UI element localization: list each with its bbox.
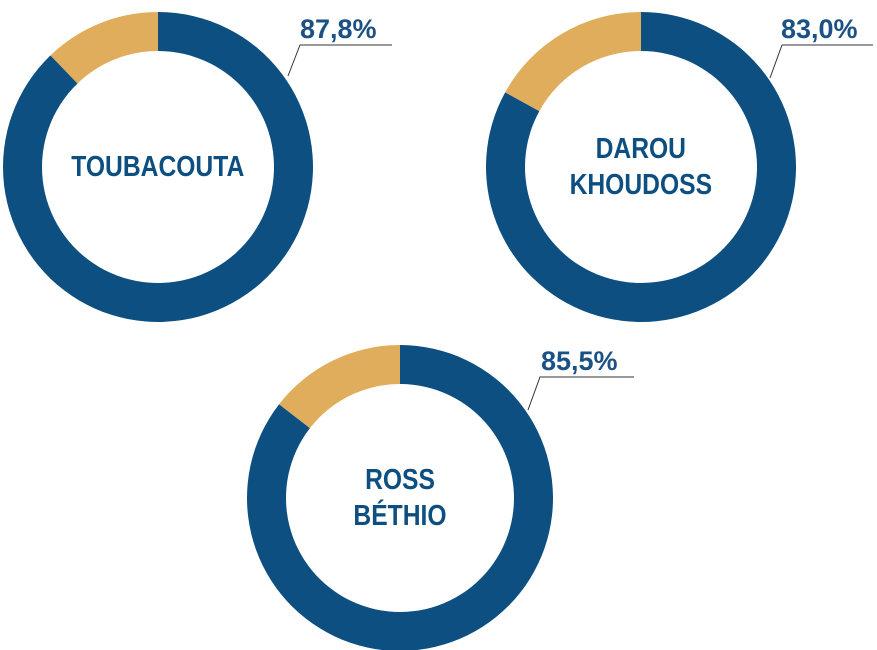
donut-segment bbox=[50, 11, 159, 84]
center-label-box: ROSS BÉTHIO bbox=[325, 418, 475, 578]
center-label: DAROU KHOUDOSS bbox=[569, 133, 713, 201]
value-label: 83,0% bbox=[781, 14, 858, 44]
leader-line bbox=[527, 376, 634, 411]
center-label-wrap: ROSS BÉTHIO bbox=[325, 418, 475, 578]
center-label: ROSS BÉTHIO bbox=[353, 464, 447, 532]
donut-segment bbox=[505, 12, 641, 112]
value-label: 85,5% bbox=[541, 346, 618, 376]
center-label-wrap: DAROU KHOUDOSS bbox=[566, 87, 716, 247]
center-label-wrap: TOUBACOUTA bbox=[43, 87, 273, 247]
value-label: 87,8% bbox=[300, 14, 377, 44]
center-label-box: DAROU KHOUDOSS bbox=[566, 87, 716, 247]
leader-line bbox=[287, 44, 392, 77]
donut-segment bbox=[279, 345, 400, 429]
center-label: TOUBACOUTA bbox=[71, 151, 245, 183]
leader-line bbox=[769, 44, 873, 79]
center-label-box: TOUBACOUTA bbox=[43, 87, 273, 247]
